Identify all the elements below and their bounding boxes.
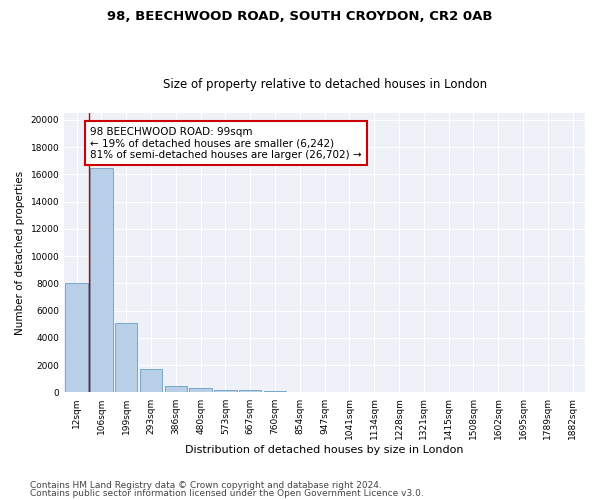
- Bar: [239, 390, 262, 392]
- X-axis label: Distribution of detached houses by size in London: Distribution of detached houses by size …: [185, 445, 464, 455]
- Y-axis label: Number of detached properties: Number of detached properties: [15, 170, 25, 335]
- Bar: [140, 368, 162, 392]
- Bar: [90, 168, 113, 392]
- Bar: [264, 391, 286, 392]
- Bar: [214, 390, 236, 392]
- Bar: [115, 323, 137, 392]
- Bar: [190, 388, 212, 392]
- Text: Contains public sector information licensed under the Open Government Licence v3: Contains public sector information licen…: [30, 488, 424, 498]
- Title: Size of property relative to detached houses in London: Size of property relative to detached ho…: [163, 78, 487, 91]
- Bar: [164, 386, 187, 392]
- Text: 98, BEECHWOOD ROAD, SOUTH CROYDON, CR2 0AB: 98, BEECHWOOD ROAD, SOUTH CROYDON, CR2 0…: [107, 10, 493, 23]
- Bar: [65, 282, 88, 393]
- Text: 98 BEECHWOOD ROAD: 99sqm
← 19% of detached houses are smaller (6,242)
81% of sem: 98 BEECHWOOD ROAD: 99sqm ← 19% of detach…: [90, 126, 362, 160]
- Text: Contains HM Land Registry data © Crown copyright and database right 2024.: Contains HM Land Registry data © Crown c…: [30, 481, 382, 490]
